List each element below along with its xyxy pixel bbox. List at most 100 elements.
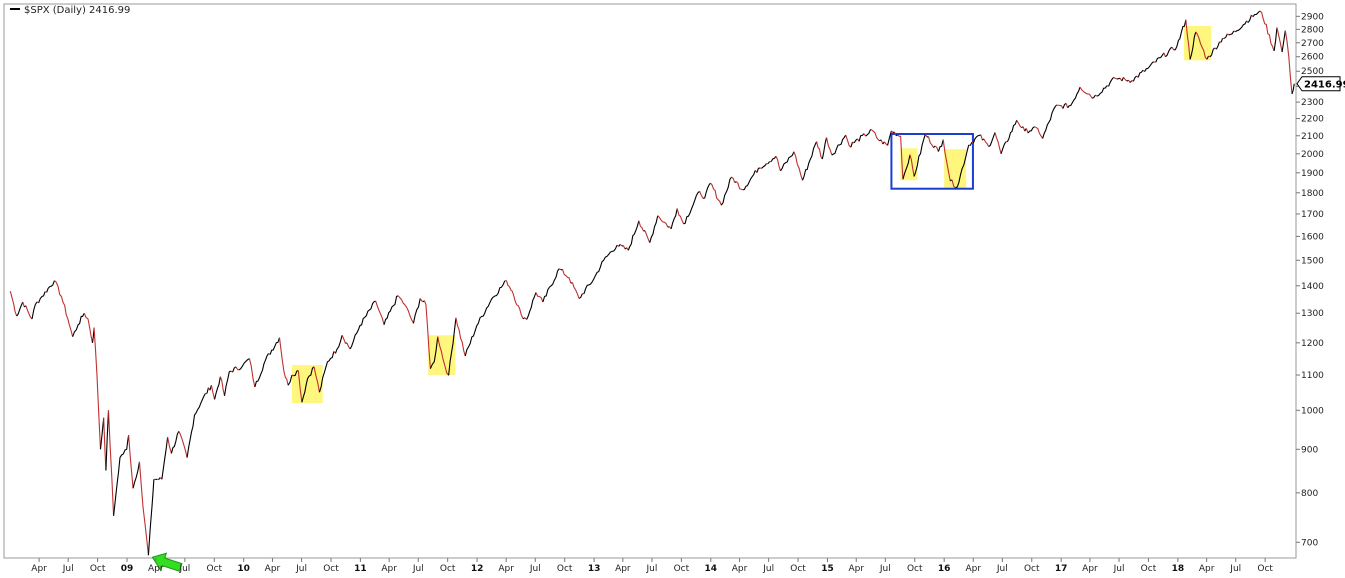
price-line: [933, 145, 936, 148]
price-line: [375, 301, 385, 325]
price-line: [1079, 86, 1093, 99]
price-line: [437, 336, 450, 376]
price-line: [147, 479, 155, 556]
price-line: [657, 215, 669, 228]
x-tick-label: Apr: [148, 564, 164, 574]
price-line: [25, 305, 33, 320]
price-line: [676, 208, 685, 225]
price-line: [1163, 52, 1166, 57]
price-line: [1056, 104, 1064, 109]
price-line: [1022, 126, 1026, 132]
price-line: [756, 167, 761, 173]
price-line: [909, 154, 915, 177]
boxes-layer: [890, 133, 974, 190]
price-line: [850, 141, 854, 148]
x-tick-label: Jul: [295, 564, 307, 574]
price-line: [895, 134, 898, 137]
price-line: [570, 282, 573, 284]
price-line: [1137, 69, 1144, 78]
price-line: [1027, 126, 1035, 134]
price-line: [1228, 30, 1235, 36]
x-tick-label: Oct: [1141, 564, 1157, 574]
price-line: [383, 295, 399, 325]
series-layer: [9, 10, 1295, 556]
x-tick-label: Apr: [31, 564, 47, 574]
price-line: [429, 336, 439, 369]
y-axis: 700 800 900 1000 1100 1200 1300 1400 1500 1600 170…: [1296, 12, 1324, 548]
x-tick-label: Oct: [557, 564, 573, 574]
price-line: [623, 245, 626, 250]
price-line: [297, 370, 303, 403]
price-line: [83, 312, 94, 343]
price-line: [219, 376, 226, 396]
price-line: [880, 139, 884, 145]
price-line: [1291, 83, 1295, 95]
price-line: [170, 430, 180, 454]
price-line: [1042, 104, 1058, 139]
x-tick-label: Jul: [1229, 564, 1241, 574]
x-tick-label: Apr: [965, 564, 981, 574]
price-line: [683, 190, 700, 225]
price-line: [412, 298, 421, 324]
price-line: [913, 134, 926, 177]
price-line: [1006, 120, 1018, 143]
x-tick-label: Apr: [1082, 564, 1098, 574]
x-tick-label: Jul: [996, 564, 1008, 574]
price-line: [46, 280, 55, 293]
price-line: [1132, 75, 1137, 82]
price-line: [504, 280, 524, 319]
price-line: [988, 132, 996, 147]
price-line: [702, 182, 711, 199]
price-line: [775, 155, 782, 172]
price-line: [1062, 102, 1067, 109]
price-line: [858, 133, 865, 142]
price-line: [1215, 41, 1221, 50]
price-line: [105, 410, 110, 471]
price-line: [1189, 31, 1197, 60]
price-line: [167, 437, 172, 454]
price-line: [742, 170, 756, 191]
price-line: [54, 280, 74, 337]
price-line: [9, 290, 18, 317]
low-arrow: [151, 552, 183, 572]
y-tick-label: 1100: [1301, 371, 1324, 381]
x-tick-label: Oct: [1024, 564, 1040, 574]
price-line: [1096, 85, 1108, 97]
price-line: [206, 387, 209, 394]
legend-label: $SPX (Daily) 2416.99: [24, 5, 130, 16]
price-line: [955, 144, 970, 189]
price-line: [1233, 30, 1236, 33]
y-tick-label: 2900: [1301, 12, 1324, 22]
x-tick-label: Apr: [615, 564, 631, 574]
price-line: [223, 370, 232, 396]
x-tick-label: Apr: [265, 564, 281, 574]
y-tick-label: 2200: [1301, 115, 1324, 125]
arrow-shape: [151, 552, 183, 572]
price-line: [341, 334, 346, 344]
price-line: [767, 161, 771, 165]
x-tick-label: Apr: [732, 564, 748, 574]
price-line: [103, 417, 107, 471]
price-line: [1016, 119, 1022, 129]
price-line: [346, 342, 351, 350]
y-tick-label: 800: [1301, 489, 1318, 499]
x-tick-label: Apr: [1199, 564, 1215, 574]
highlight-box: [890, 133, 974, 190]
last-value-label: 2416.99: [1296, 76, 1345, 92]
price-line: [1284, 30, 1293, 95]
price-line: [161, 437, 169, 480]
price-line: [72, 312, 85, 337]
price-line: [983, 138, 990, 147]
y-tick-label: 2000: [1301, 150, 1324, 160]
price-line: [892, 131, 895, 134]
price-line: [845, 134, 852, 148]
x-tick-label: 09: [121, 564, 134, 574]
x-tick-label: 16: [938, 564, 951, 574]
price-line: [558, 268, 562, 271]
price-line: [571, 282, 580, 299]
x-tick-label: 14: [705, 564, 718, 574]
price-line: [542, 268, 560, 303]
price-line: [731, 176, 736, 183]
price-line: [238, 358, 250, 371]
